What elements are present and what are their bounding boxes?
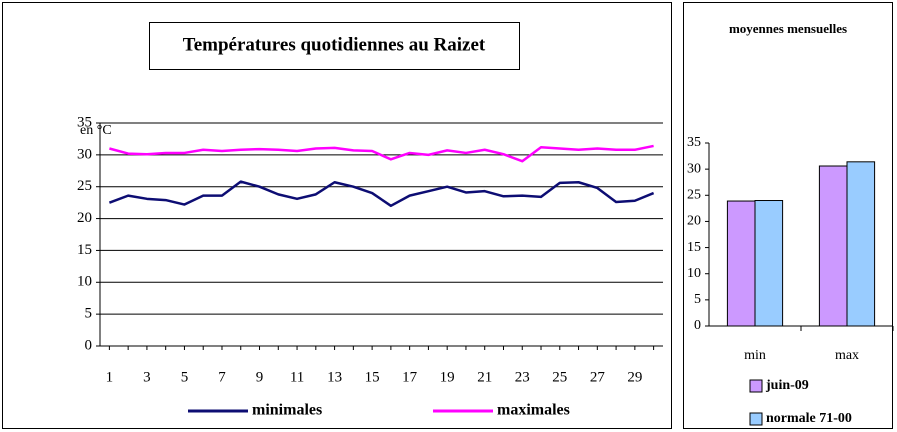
x-tick-label: 27 — [590, 369, 606, 385]
y-tick-label: 35 — [77, 114, 92, 130]
x-tick-label: 23 — [515, 369, 530, 385]
y-tick-label: 5 — [85, 306, 93, 322]
y-tick-label: 20 — [687, 214, 701, 229]
legend-label: juin-09 — [765, 378, 809, 393]
y-tick-label: 30 — [77, 146, 92, 162]
x-tick-label: 1 — [106, 369, 114, 385]
x-tick-label: 29 — [627, 369, 642, 385]
y-tick-label: 0 — [85, 337, 93, 353]
x-tick-label: 9 — [256, 369, 264, 385]
x-tick-label: 25 — [552, 369, 567, 385]
legend-label: maximales — [497, 402, 570, 419]
right-panel — [683, 2, 893, 429]
x-tick-label: 3 — [143, 369, 151, 385]
bar — [726, 200, 756, 327]
legend-label: normale 71-00 — [766, 411, 852, 426]
y-tick-label: 15 — [687, 240, 701, 255]
legend-swatch — [749, 379, 763, 393]
legend-label: minimales — [252, 402, 322, 419]
chart-title: moyennes mensuelles — [729, 21, 847, 36]
chart-title: Températures quotidiennes au Raizet — [183, 34, 486, 55]
x-tick-label: 19 — [440, 369, 455, 385]
x-tick-label: 17 — [402, 369, 418, 385]
y-tick-label: 0 — [694, 318, 701, 333]
x-tick-label: 13 — [327, 369, 342, 385]
y-tick-label: 10 — [77, 274, 92, 290]
y-axis-label: en °C — [80, 123, 112, 138]
x-tick-label: max — [835, 348, 859, 363]
x-tick-label: 21 — [477, 369, 492, 385]
y-tick-label: 25 — [687, 188, 701, 203]
y-tick-label: 10 — [687, 266, 701, 281]
legend-swatch — [749, 412, 763, 426]
series-line — [108, 180, 655, 208]
y-tick-label: 15 — [77, 242, 92, 258]
y-tick-label: 35 — [687, 135, 701, 150]
title-box — [149, 22, 520, 70]
bar — [754, 200, 784, 327]
left-panel — [2, 2, 672, 429]
x-tick-label: 15 — [365, 369, 380, 385]
x-tick-label: 7 — [218, 369, 226, 385]
y-tick-label: 5 — [694, 292, 701, 307]
y-tick-label: 30 — [687, 161, 701, 176]
y-tick-label: 20 — [77, 210, 92, 226]
bar — [846, 161, 876, 327]
y-tick-label: 25 — [77, 178, 92, 194]
series-line — [109, 144, 654, 163]
x-tick-label: min — [744, 348, 766, 363]
bar — [818, 165, 848, 327]
x-tick-label: 5 — [181, 369, 189, 385]
x-tick-label: 11 — [290, 369, 304, 385]
